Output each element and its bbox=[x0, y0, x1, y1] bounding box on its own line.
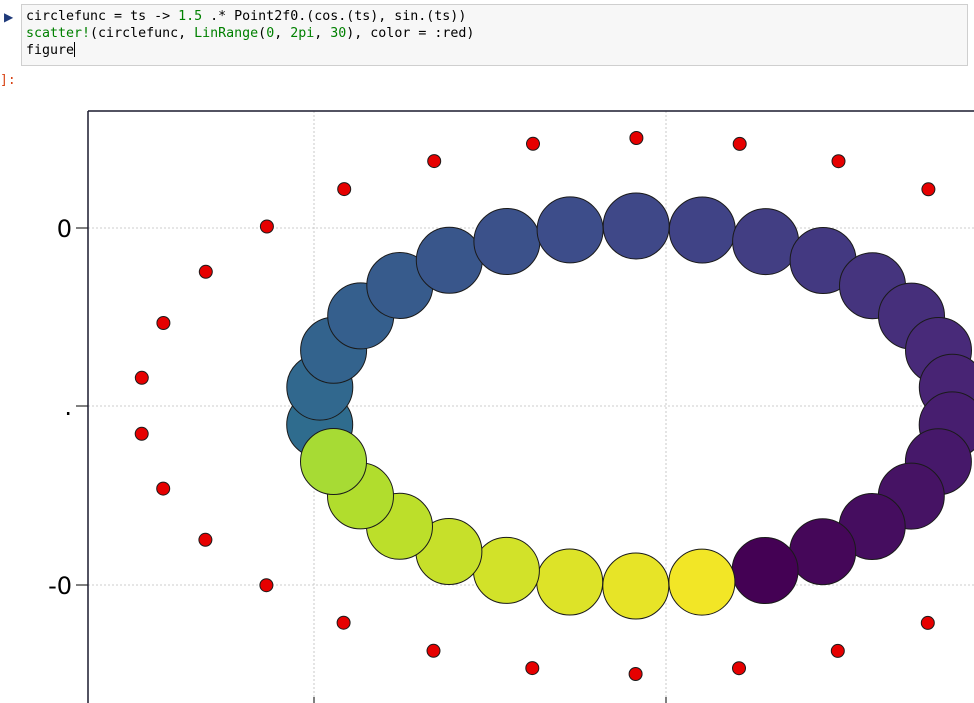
red-marker bbox=[156, 316, 171, 330]
y-tick-label: -0 bbox=[48, 572, 72, 600]
red-marker bbox=[526, 136, 540, 151]
code-cell-input[interactable]: circlefunc = ts -> 1.5 .* Point2f0.(cos.… bbox=[21, 4, 968, 66]
code-token: LinRange bbox=[194, 26, 259, 41]
code-line: scatter!(circlefunc, LinRange(0, 2pi, 30… bbox=[26, 25, 967, 42]
text-cursor bbox=[74, 42, 76, 57]
code-token: .* Point2f0.(cos.(ts), sin.(ts)) bbox=[202, 9, 467, 24]
red-marker bbox=[525, 661, 540, 676]
red-marker bbox=[336, 615, 351, 630]
gradient-marker bbox=[472, 536, 540, 604]
red-marker bbox=[259, 578, 274, 593]
code-token: 2pi bbox=[290, 26, 315, 41]
gradient-marker bbox=[668, 196, 736, 264]
red-marker bbox=[198, 532, 213, 547]
red-marker bbox=[134, 426, 149, 441]
gradient-marker bbox=[300, 428, 367, 495]
code-token: circlefunc = ts -> bbox=[26, 9, 179, 24]
code-token: 0 bbox=[266, 26, 275, 41]
red-marker bbox=[629, 131, 644, 145]
gradient-marker bbox=[789, 518, 857, 586]
code-token: figure bbox=[26, 43, 75, 58]
gradient-marker bbox=[602, 192, 670, 260]
gradient-marker bbox=[536, 548, 604, 616]
code-token: scatter! bbox=[26, 26, 91, 41]
red-marker bbox=[732, 136, 747, 151]
code-token: , bbox=[314, 26, 331, 41]
red-marker bbox=[259, 219, 274, 234]
red-marker bbox=[427, 154, 442, 169]
code-token: , bbox=[274, 26, 291, 41]
plot-area bbox=[88, 111, 974, 703]
red-marker bbox=[337, 182, 352, 197]
code-line: circlefunc = ts -> 1.5 .* Point2f0.(cos.… bbox=[26, 8, 967, 25]
red-marker bbox=[920, 615, 935, 630]
gradient-marker bbox=[415, 226, 483, 294]
y-axis-ticks: 0. -0 bbox=[48, 215, 667, 703]
code-token: (circlefunc, bbox=[90, 26, 195, 41]
code-token: 1.5 bbox=[178, 9, 203, 24]
red-marker bbox=[198, 264, 213, 279]
y-tick-label: 0 bbox=[57, 215, 72, 243]
red-marker bbox=[921, 182, 936, 197]
gradient-marker bbox=[473, 208, 541, 275]
red-marker bbox=[134, 370, 149, 385]
gradient-marker bbox=[668, 548, 736, 616]
red-marker bbox=[628, 667, 643, 681]
code-token: ), color = :red) bbox=[346, 26, 475, 41]
red-marker bbox=[426, 643, 441, 658]
red-marker bbox=[830, 643, 845, 658]
red-markers bbox=[134, 131, 936, 681]
run-cell-icon[interactable]: ▶ bbox=[4, 10, 14, 24]
code-line: figure bbox=[26, 42, 967, 59]
gradient-marker bbox=[536, 196, 604, 264]
gradient-marker bbox=[732, 208, 800, 276]
code-token: 30 bbox=[330, 26, 347, 41]
output-prompt: ]: bbox=[0, 73, 16, 88]
code-token: ( bbox=[258, 26, 267, 41]
gradient-marker bbox=[602, 552, 670, 620]
red-marker bbox=[831, 154, 846, 169]
gradient-markers bbox=[286, 192, 974, 620]
y-tick-label: . bbox=[64, 393, 72, 421]
red-marker bbox=[156, 481, 171, 496]
gradient-marker bbox=[731, 537, 799, 604]
red-marker bbox=[732, 661, 746, 676]
